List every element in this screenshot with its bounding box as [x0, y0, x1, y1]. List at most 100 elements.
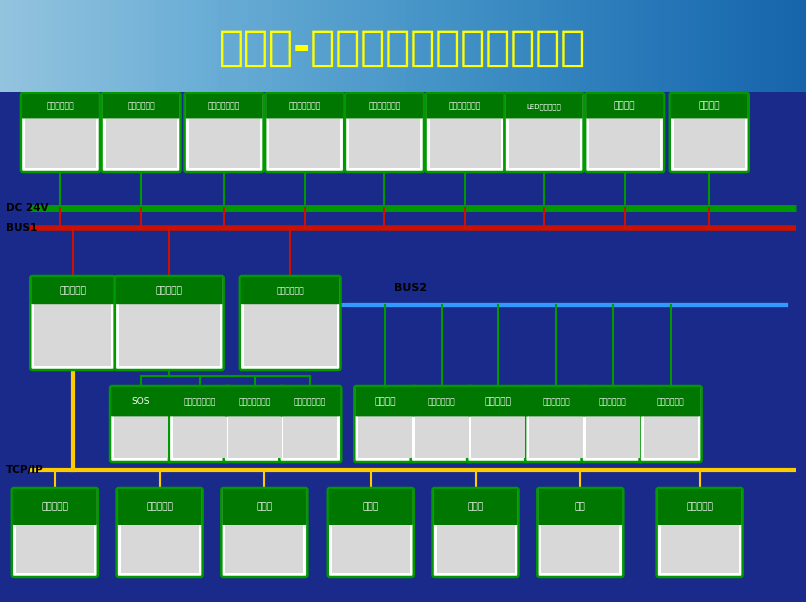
- FancyBboxPatch shape: [173, 417, 226, 458]
- Text: 保安部: 保安部: [467, 503, 484, 512]
- FancyBboxPatch shape: [185, 94, 263, 119]
- Text: 电源模块: 电源模块: [699, 102, 720, 111]
- FancyBboxPatch shape: [240, 276, 340, 370]
- FancyBboxPatch shape: [332, 525, 409, 573]
- FancyBboxPatch shape: [355, 387, 415, 417]
- FancyBboxPatch shape: [426, 94, 504, 119]
- Text: 千节点面板开关: 千节点面板开关: [239, 397, 271, 406]
- FancyBboxPatch shape: [505, 94, 583, 119]
- FancyBboxPatch shape: [538, 488, 623, 577]
- FancyBboxPatch shape: [433, 488, 518, 577]
- FancyBboxPatch shape: [226, 525, 303, 573]
- FancyBboxPatch shape: [185, 93, 264, 172]
- FancyBboxPatch shape: [538, 489, 622, 525]
- FancyBboxPatch shape: [21, 93, 100, 172]
- FancyBboxPatch shape: [189, 119, 260, 168]
- FancyBboxPatch shape: [670, 93, 749, 172]
- FancyBboxPatch shape: [472, 417, 525, 458]
- FancyBboxPatch shape: [102, 93, 181, 172]
- FancyBboxPatch shape: [241, 277, 339, 304]
- FancyBboxPatch shape: [34, 304, 111, 366]
- FancyBboxPatch shape: [434, 489, 517, 525]
- FancyBboxPatch shape: [411, 386, 472, 462]
- FancyBboxPatch shape: [114, 417, 168, 458]
- FancyBboxPatch shape: [355, 386, 416, 462]
- FancyBboxPatch shape: [16, 525, 93, 573]
- Text: 千节点模块: 千节点模块: [156, 286, 183, 295]
- FancyBboxPatch shape: [426, 93, 505, 172]
- Text: 四管制空调模块: 四管制空调模块: [208, 102, 240, 111]
- FancyBboxPatch shape: [222, 489, 306, 525]
- FancyBboxPatch shape: [117, 488, 202, 577]
- FancyBboxPatch shape: [121, 525, 198, 573]
- FancyBboxPatch shape: [111, 387, 171, 417]
- Text: 日光灯调光模块: 日光灯调光模块: [449, 102, 481, 111]
- FancyBboxPatch shape: [542, 525, 619, 573]
- FancyBboxPatch shape: [505, 93, 584, 172]
- Text: 前台: 前台: [575, 503, 586, 512]
- FancyBboxPatch shape: [228, 417, 281, 458]
- FancyBboxPatch shape: [586, 417, 639, 458]
- FancyBboxPatch shape: [115, 276, 223, 370]
- FancyBboxPatch shape: [582, 386, 643, 462]
- FancyBboxPatch shape: [225, 387, 285, 417]
- FancyBboxPatch shape: [526, 386, 587, 462]
- FancyBboxPatch shape: [31, 277, 114, 304]
- FancyBboxPatch shape: [284, 417, 337, 458]
- FancyBboxPatch shape: [430, 119, 501, 168]
- Text: 智能取电开关: 智能取电开关: [428, 397, 455, 406]
- FancyBboxPatch shape: [641, 387, 700, 417]
- FancyBboxPatch shape: [224, 386, 285, 462]
- FancyBboxPatch shape: [280, 386, 341, 462]
- FancyBboxPatch shape: [585, 93, 664, 172]
- FancyBboxPatch shape: [349, 119, 420, 168]
- Text: SOS: SOS: [132, 397, 150, 406]
- FancyBboxPatch shape: [12, 488, 98, 577]
- Text: BUS2: BUS2: [394, 283, 427, 293]
- Text: 智能场景开关: 智能场景开关: [599, 397, 626, 406]
- FancyBboxPatch shape: [266, 94, 343, 119]
- Text: TCP/IP: TCP/IP: [6, 465, 44, 475]
- FancyBboxPatch shape: [110, 386, 172, 462]
- FancyBboxPatch shape: [269, 119, 340, 168]
- FancyBboxPatch shape: [329, 489, 413, 525]
- FancyBboxPatch shape: [640, 386, 701, 462]
- FancyBboxPatch shape: [222, 488, 307, 577]
- Text: 酒管服务器: 酒管服务器: [686, 503, 713, 512]
- FancyBboxPatch shape: [169, 386, 231, 462]
- FancyBboxPatch shape: [509, 119, 580, 168]
- Text: 组网关模块: 组网关模块: [59, 286, 86, 295]
- Text: 千节点面板开关: 千节点面板开关: [184, 397, 216, 406]
- Text: 客房部: 客房部: [256, 503, 272, 512]
- FancyBboxPatch shape: [118, 489, 202, 525]
- Text: 工程部: 工程部: [363, 503, 379, 512]
- FancyBboxPatch shape: [170, 387, 230, 417]
- FancyBboxPatch shape: [467, 386, 529, 462]
- FancyBboxPatch shape: [661, 525, 738, 573]
- Text: 网络交换机: 网络交换机: [41, 503, 69, 512]
- FancyBboxPatch shape: [346, 94, 423, 119]
- FancyBboxPatch shape: [674, 119, 745, 168]
- FancyBboxPatch shape: [31, 276, 114, 370]
- FancyBboxPatch shape: [412, 387, 472, 417]
- Text: 门外显示牌: 门外显示牌: [484, 397, 512, 406]
- FancyBboxPatch shape: [583, 387, 642, 417]
- Text: 卤素灯调光模块: 卤素灯调光模块: [368, 102, 401, 111]
- FancyBboxPatch shape: [13, 489, 97, 525]
- Text: 八路开闭模块: 八路开闭模块: [127, 102, 155, 111]
- Text: 温控面板: 温控面板: [375, 397, 396, 406]
- FancyBboxPatch shape: [644, 417, 697, 458]
- Text: DC 24V: DC 24V: [6, 203, 48, 213]
- FancyBboxPatch shape: [589, 119, 660, 168]
- FancyBboxPatch shape: [657, 488, 742, 577]
- FancyBboxPatch shape: [243, 304, 337, 366]
- FancyBboxPatch shape: [586, 94, 663, 119]
- FancyBboxPatch shape: [359, 417, 412, 458]
- Text: LED灯调光模块: LED灯调光模块: [526, 103, 562, 110]
- FancyBboxPatch shape: [658, 489, 742, 525]
- FancyBboxPatch shape: [22, 94, 99, 119]
- FancyBboxPatch shape: [468, 387, 528, 417]
- FancyBboxPatch shape: [116, 277, 222, 304]
- FancyBboxPatch shape: [437, 525, 514, 573]
- Text: 智能场景开关: 智能场景开关: [542, 397, 570, 406]
